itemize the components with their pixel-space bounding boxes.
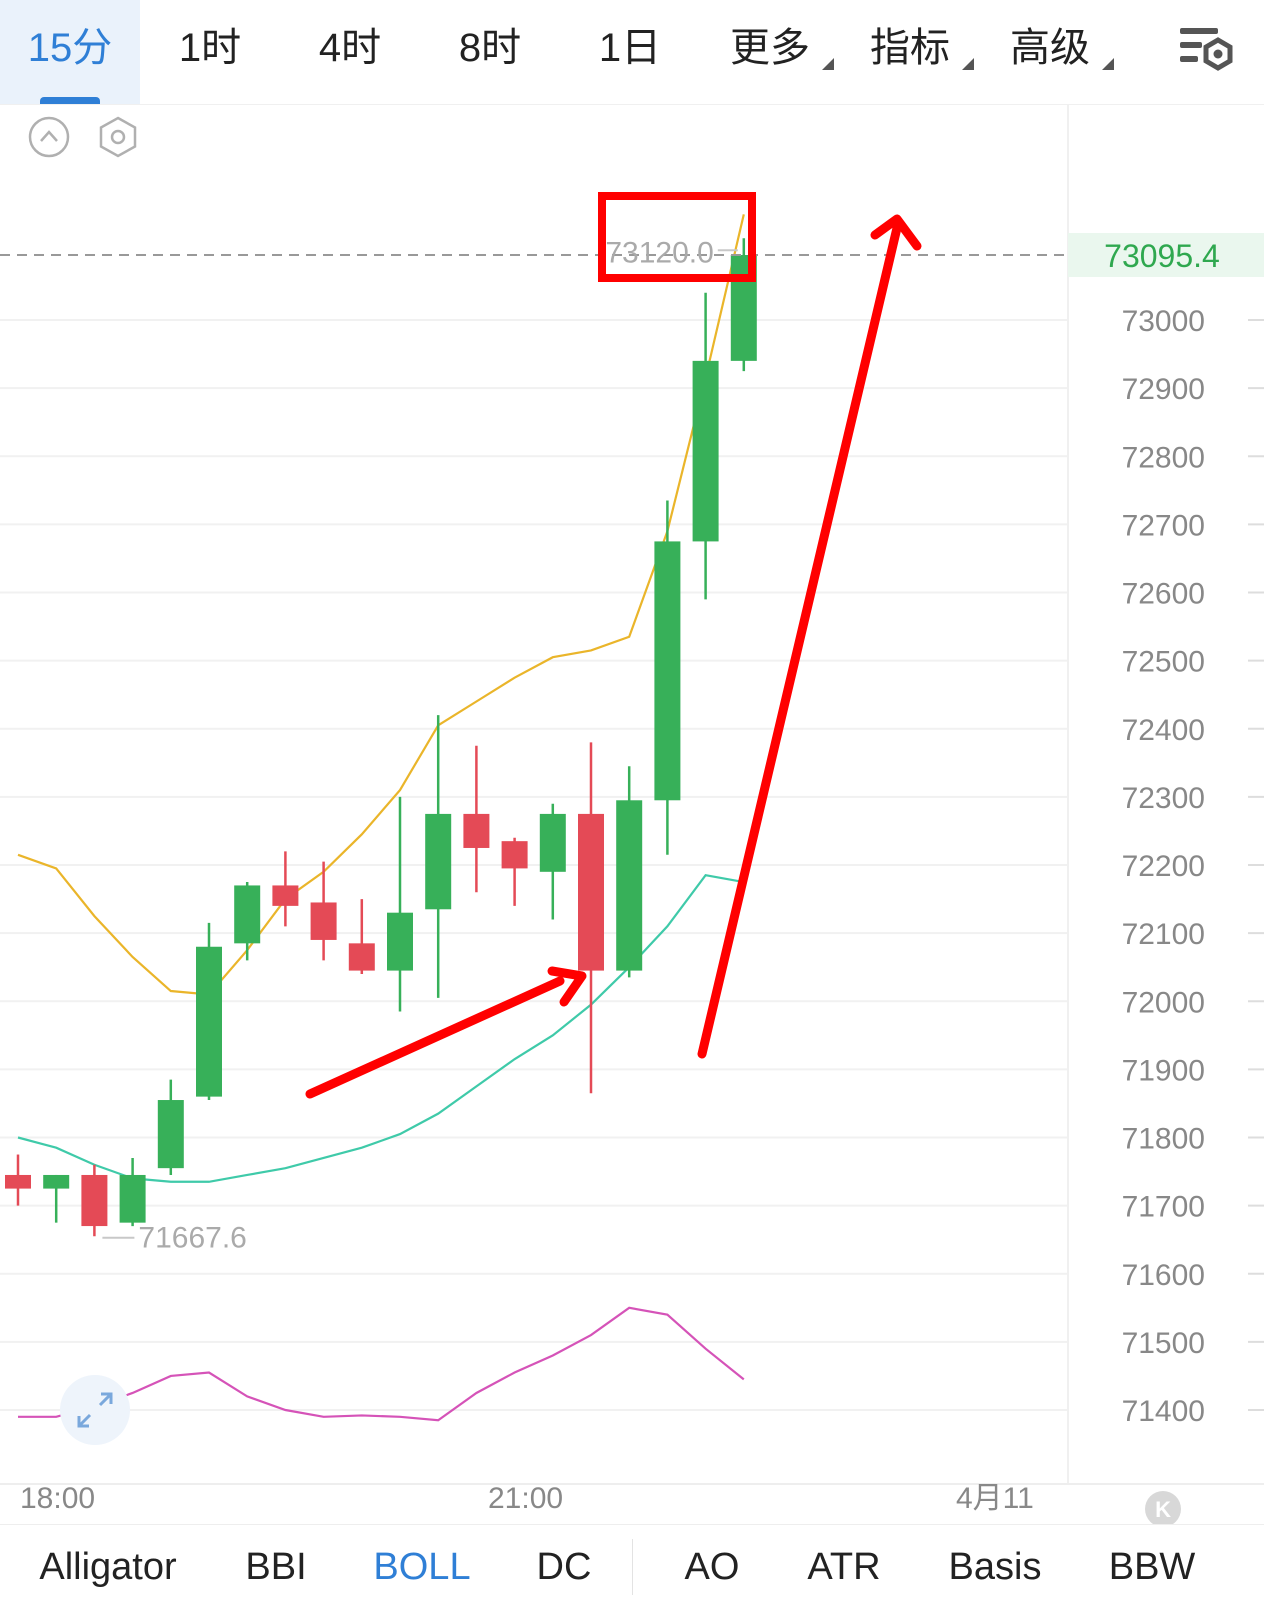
tab-label: 指标 — [870, 26, 950, 70]
indicator-bbw[interactable]: BBW — [1108, 1546, 1196, 1588]
candle-body — [463, 813, 490, 848]
candle-body — [501, 841, 528, 869]
candles — [5, 238, 757, 1237]
candle-body — [692, 360, 719, 542]
y-tick-label: 72800 — [1122, 441, 1205, 474]
tab-1h[interactable]: 1时 — [140, 0, 280, 104]
candle-body — [348, 943, 375, 971]
dropdown-corner-icon — [822, 58, 834, 70]
tab-advanced[interactable]: 高级 — [980, 0, 1120, 104]
annotation-arrowhead — [547, 966, 587, 1007]
y-tick-label: 73000 — [1122, 305, 1205, 338]
y-tick-label: 72000 — [1122, 986, 1205, 1019]
annotation-arrow — [305, 976, 565, 1099]
indicator-bbi[interactable]: BBI — [245, 1546, 307, 1588]
high-price-label: 73120.0 — [605, 236, 713, 269]
boll-upper-line — [17, 214, 745, 996]
svg-text:K: K — [1155, 1497, 1171, 1522]
period-tab-bar: 15分 1时 4时 8时 1日 更多 指标 高级 — [0, 0, 1264, 105]
indicator-atr[interactable]: ATR — [807, 1546, 881, 1588]
current-price-label: 73095.4 — [1104, 238, 1220, 274]
oscillator-line — [18, 1306, 745, 1422]
x-tick-label: 4月11 — [956, 1482, 1034, 1515]
indicator-boll[interactable]: BOLL — [373, 1546, 471, 1588]
tab-15m[interactable]: 15分 — [0, 0, 140, 104]
tab-label: 1日 — [598, 26, 662, 70]
annotation-layer — [305, 192, 922, 1099]
candle-body — [119, 1174, 146, 1223]
tab-indicators[interactable]: 指标 — [840, 0, 980, 104]
candle-body — [310, 902, 337, 940]
highlight-box — [598, 192, 756, 282]
y-tick-label: 72200 — [1122, 850, 1205, 883]
candle-body — [234, 885, 261, 944]
price-labels: 73095.4 73120.0 71667.6 — [0, 233, 1264, 1255]
indicator-dc[interactable]: DC — [536, 1546, 592, 1588]
hexagon-settings-icon[interactable] — [99, 116, 137, 158]
candlestick-chart[interactable]: 73000 72900 72800 72700 72600 72500 72400 72300… — [0, 104, 1264, 1527]
indicator-alligator[interactable]: Alligator — [39, 1546, 177, 1588]
tab-label: 更多 — [730, 26, 810, 70]
k-latest-icon[interactable]: K — [1145, 1491, 1181, 1527]
tab-4h[interactable]: 4时 — [280, 0, 420, 104]
y-tick-label: 72600 — [1122, 578, 1205, 611]
annotation-arrowhead — [870, 214, 922, 251]
y-tick-label: 71500 — [1122, 1327, 1205, 1360]
y-tick-label: 72100 — [1122, 918, 1205, 951]
candle-body — [5, 1174, 31, 1189]
dropdown-corner-icon — [1102, 58, 1114, 70]
y-tick-label: 71400 — [1122, 1395, 1205, 1428]
chart-area[interactable]: 73000 72900 72800 72700 72600 72500 72400 72300… — [0, 104, 1264, 1527]
y-tick-label: 71600 — [1122, 1259, 1205, 1292]
y-tick-label: 72500 — [1122, 646, 1205, 679]
tab-more[interactable]: 更多 — [700, 0, 840, 104]
y-tick-label: 72300 — [1122, 782, 1205, 815]
y-tick-label: 71700 — [1122, 1191, 1205, 1224]
candle-body — [654, 541, 681, 801]
current-price-tag — [1068, 233, 1264, 278]
expand-arrows-icon[interactable] — [60, 1375, 130, 1445]
y-tick-label: 72400 — [1122, 714, 1205, 747]
candle-body — [539, 813, 566, 872]
y-axis: 73000 72900 72800 72700 72600 72500 72400 72300… — [1122, 305, 1264, 1428]
tab-label: 1时 — [178, 26, 242, 70]
tab-1d[interactable]: 1日 — [560, 0, 700, 104]
low-price-label: 71667.6 — [138, 1222, 246, 1255]
chart-settings-icon[interactable] — [1176, 20, 1236, 80]
tab-label: 高级 — [1010, 26, 1090, 70]
dropdown-corner-icon — [962, 58, 974, 70]
candle-body — [387, 912, 413, 971]
y-tick-label: 71900 — [1122, 1054, 1205, 1087]
tab-label: 4时 — [318, 26, 382, 70]
annotation-arrow — [697, 223, 902, 1059]
y-tick-label: 72900 — [1122, 373, 1205, 406]
candle-body — [157, 1100, 184, 1169]
candle-body — [43, 1174, 70, 1189]
y-tick-label: 71800 — [1122, 1123, 1205, 1156]
candle-body — [272, 885, 299, 906]
indicator-basis[interactable]: Basis — [948, 1546, 1042, 1588]
y-tick-label: 72700 — [1122, 509, 1205, 542]
x-tick-label: 21:00 — [488, 1482, 563, 1515]
indicator-divider — [632, 1539, 633, 1595]
indicator-ao[interactable]: AO — [684, 1546, 740, 1588]
indicator-bar: Alligator BBI BOLL DC AO ATR Basis BBW — [0, 1524, 1264, 1608]
chevron-up-circle-icon[interactable] — [28, 116, 70, 158]
x-tick-label: 18:00 — [20, 1482, 95, 1515]
candle-body — [578, 813, 604, 971]
tab-label: 15分 — [27, 26, 113, 70]
tab-label: 8时 — [458, 26, 522, 70]
candle-body — [196, 946, 222, 1097]
tab-8h[interactable]: 8时 — [420, 0, 560, 104]
candle-body — [81, 1174, 108, 1227]
active-tab-indicator — [40, 97, 100, 104]
candle-body — [616, 800, 643, 971]
grid-lines — [0, 319, 1068, 1411]
candle-body — [425, 813, 452, 910]
